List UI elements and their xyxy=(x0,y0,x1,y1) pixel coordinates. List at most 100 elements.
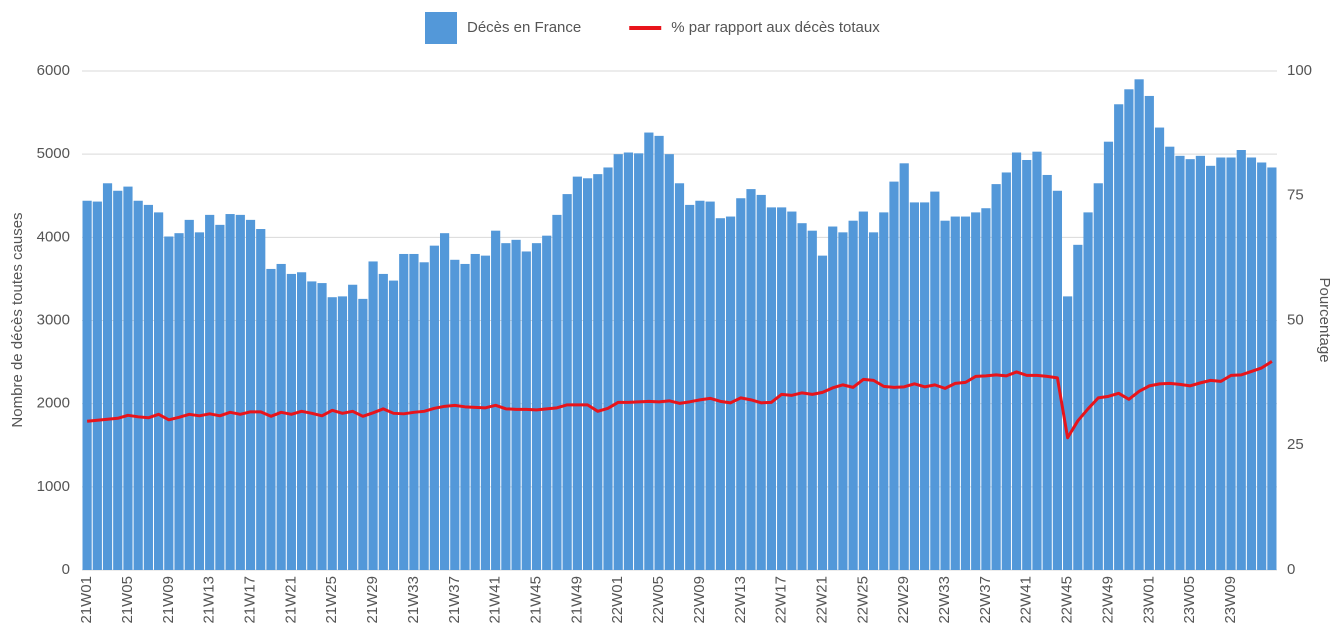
bar xyxy=(664,154,674,570)
bar xyxy=(215,224,225,570)
bar xyxy=(491,230,501,570)
bar xyxy=(1103,141,1114,571)
legend-label: % par rapport aux décès totaux xyxy=(671,19,880,36)
bar xyxy=(838,232,848,571)
bar xyxy=(327,297,337,570)
bar xyxy=(1022,159,1032,570)
bar xyxy=(756,194,766,570)
y2-tick-label: 50 xyxy=(1287,311,1304,328)
x-tick-label: 22W29 xyxy=(895,576,912,624)
bar xyxy=(307,281,317,570)
x-tick-label: 22W21 xyxy=(813,576,830,624)
bar xyxy=(1114,104,1124,571)
bar xyxy=(613,154,623,570)
bar xyxy=(480,255,491,570)
bar xyxy=(164,236,174,571)
line xyxy=(86,360,1273,440)
bar xyxy=(797,223,807,570)
bar xyxy=(715,218,725,570)
bar xyxy=(388,280,399,570)
x-tick-label: 22W17 xyxy=(773,576,790,624)
bar xyxy=(348,284,358,570)
bar xyxy=(930,191,940,570)
x-tick-label: 21W21 xyxy=(282,576,299,624)
bar xyxy=(787,211,797,570)
x-tick-label: 23W09 xyxy=(1222,576,1239,624)
bar xyxy=(593,174,603,571)
bar xyxy=(940,220,950,570)
bar xyxy=(92,201,102,571)
bar xyxy=(133,200,143,571)
bar xyxy=(705,201,715,571)
bar xyxy=(828,226,838,570)
x-tick-label: 21W45 xyxy=(527,576,544,624)
x-tick-label: 21W17 xyxy=(241,576,258,624)
x-tick-label: 21W29 xyxy=(364,576,381,624)
bar xyxy=(746,189,756,570)
bar xyxy=(123,186,133,570)
bar xyxy=(82,200,92,571)
bar xyxy=(889,181,899,570)
bar xyxy=(1032,151,1042,570)
bar xyxy=(1185,159,1195,570)
bar xyxy=(235,214,245,570)
bar xyxy=(266,268,276,570)
y-tick-label: 2000 xyxy=(37,395,70,412)
bar xyxy=(1165,146,1175,570)
bar xyxy=(1154,127,1165,570)
x-tick-label: 22W13 xyxy=(732,576,749,624)
bar xyxy=(358,298,368,570)
bar xyxy=(991,184,1001,570)
bar xyxy=(154,212,164,570)
bar xyxy=(1001,172,1011,571)
bar xyxy=(143,204,153,571)
bar xyxy=(582,178,593,570)
x-tick-label: 21W05 xyxy=(119,576,136,624)
x-tick-label: 21W01 xyxy=(78,576,95,624)
x-tick-label: 21W37 xyxy=(446,576,463,624)
bar xyxy=(654,135,664,570)
x-tick-label: 21W09 xyxy=(160,576,177,624)
bar xyxy=(460,263,470,570)
y-tick-label: 4000 xyxy=(37,228,70,245)
y2-axis-title: Pourcentage xyxy=(1316,277,1333,362)
bar xyxy=(184,219,194,570)
bar xyxy=(981,208,991,570)
bar xyxy=(971,212,981,570)
bar xyxy=(378,273,388,570)
bar xyxy=(644,132,654,570)
x-tick-label: 22W49 xyxy=(1099,576,1116,624)
x-tick-label: 22W25 xyxy=(854,576,871,624)
bar xyxy=(777,207,787,571)
bar xyxy=(695,200,705,571)
bar xyxy=(634,153,644,570)
bar xyxy=(113,190,123,570)
bar xyxy=(674,183,685,570)
bar xyxy=(470,253,480,570)
bar xyxy=(245,219,256,570)
x-tick-label: 22W37 xyxy=(977,576,994,624)
bar xyxy=(623,152,634,570)
bar xyxy=(1226,157,1236,570)
bar xyxy=(205,214,215,570)
y2-tick-label: 100 xyxy=(1287,62,1312,79)
bar xyxy=(368,261,378,570)
bar xyxy=(276,263,286,570)
bar xyxy=(1073,244,1083,570)
x-tick-label: 21W33 xyxy=(405,576,422,624)
bar xyxy=(225,214,235,570)
bar xyxy=(572,176,582,570)
bar xyxy=(725,216,736,570)
bar xyxy=(194,232,205,571)
legend-label: Décès en France xyxy=(467,19,581,36)
bar xyxy=(1083,212,1093,570)
bar xyxy=(542,235,552,571)
bar xyxy=(1011,152,1022,570)
bar xyxy=(1175,155,1185,570)
bar xyxy=(286,273,296,570)
bar xyxy=(685,204,695,571)
bar xyxy=(736,198,746,570)
bar xyxy=(1246,157,1257,570)
bar xyxy=(1134,79,1144,571)
